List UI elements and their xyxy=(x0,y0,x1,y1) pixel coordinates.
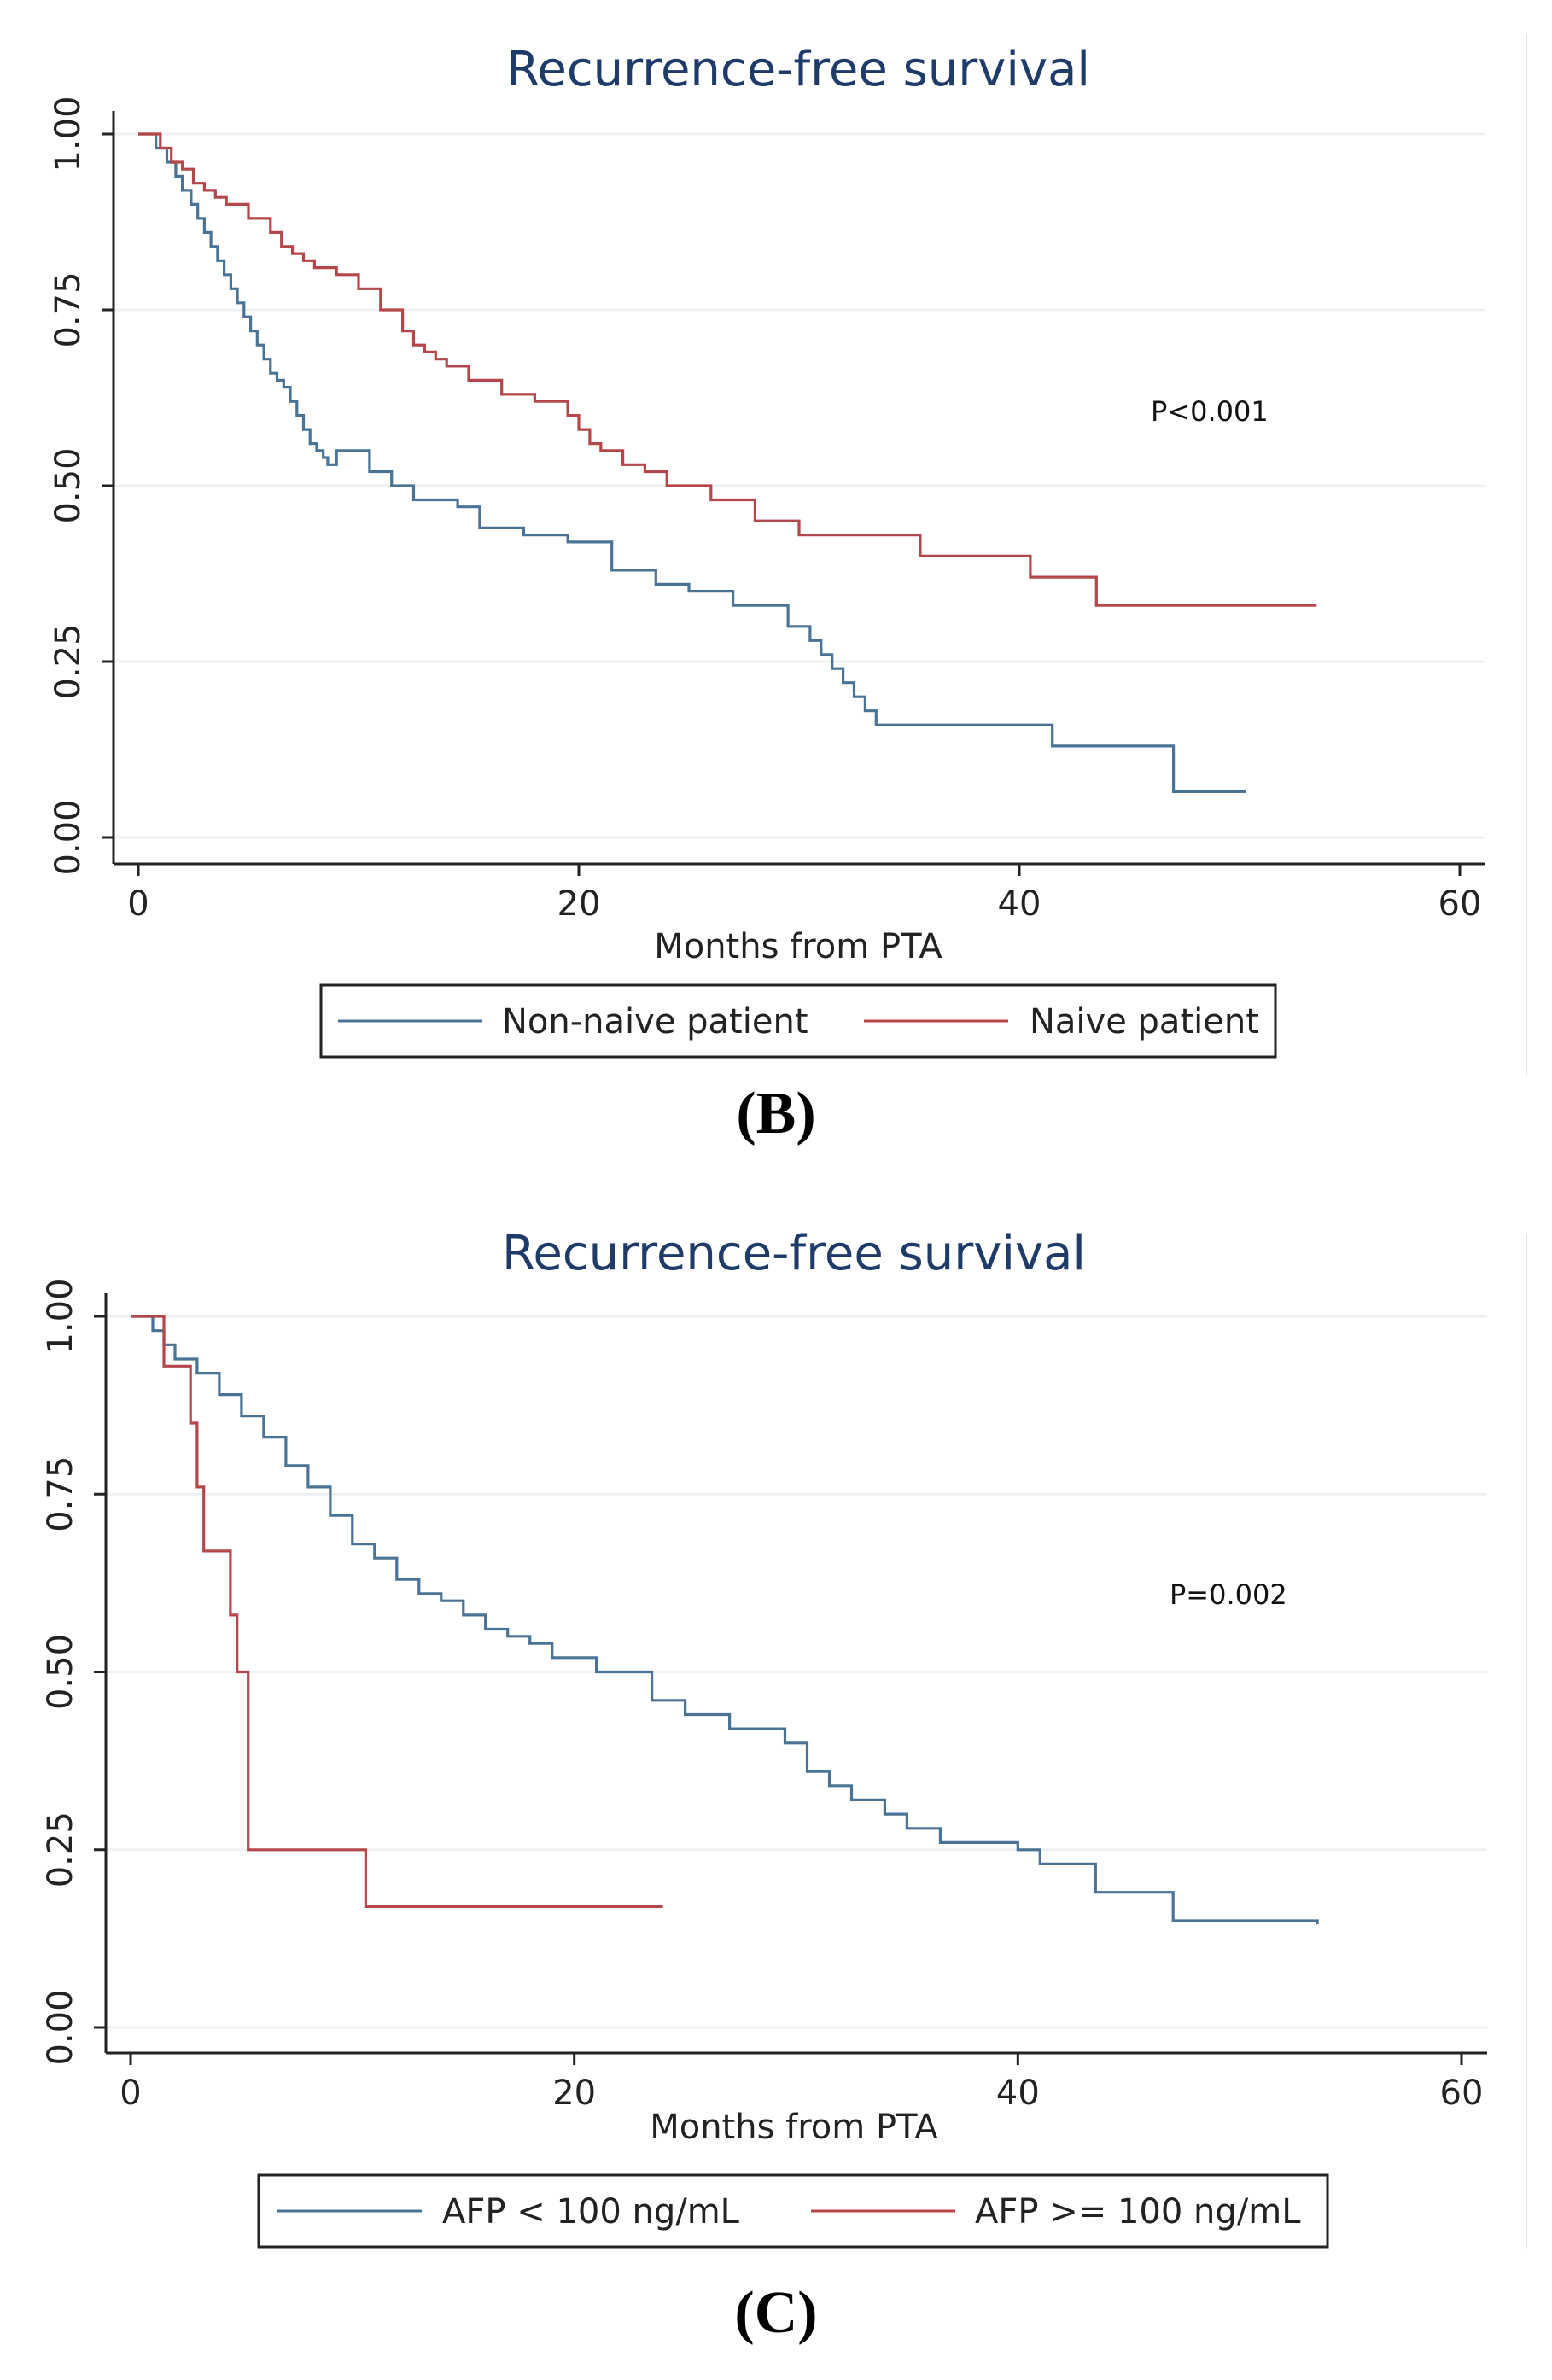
x-tick-label: 20 xyxy=(557,884,601,924)
y-tick-label: 0.75 xyxy=(41,1456,80,1532)
y-tick-label: 0.00 xyxy=(41,1989,80,2065)
panel-b: Recurrence-free survival 0.00 0.25 0.50 0.7… xyxy=(0,0,1552,1178)
survival-chart-b: Recurrence-free survival 0.00 0.25 0.50 0.7… xyxy=(49,34,1527,1076)
gridlines xyxy=(114,132,1485,839)
legend-box xyxy=(257,2173,1329,2249)
y-tick-label: 0.75 xyxy=(49,271,88,347)
x-tick-label: 20 xyxy=(552,2074,596,2113)
chart-title: Recurrence-free survival xyxy=(502,1226,1086,1281)
x-tick-label: 40 xyxy=(998,884,1041,924)
x-ticks: 0 20 40 60 xyxy=(127,864,1481,924)
y-tick-label: 0.25 xyxy=(49,623,88,699)
y-ticks: 0.00 0.25 0.50 0.75 1.00 xyxy=(49,96,114,876)
series-line-red xyxy=(131,1315,663,1908)
axes xyxy=(112,111,1485,866)
series-group xyxy=(131,1315,1319,1925)
p-value-annotation: P=0.002 xyxy=(1170,1578,1287,1611)
x-tick-label: 60 xyxy=(1440,2074,1484,2113)
legend-label-naive: Naive patient xyxy=(1030,1002,1259,1041)
y-tick-label: 0.50 xyxy=(41,1634,80,1710)
x-ticks: 0 20 40 60 xyxy=(120,2053,1483,2113)
survival-chart-c: Recurrence-free survival 0.00 0.25 0.50 0.7… xyxy=(41,1226,1527,2249)
legend-label-afp-high: AFP >= 100 ng/mL xyxy=(975,2192,1301,2231)
x-tick-label: 0 xyxy=(120,2074,141,2113)
legend: Non-naive patient Naive patient xyxy=(319,983,1277,1059)
panel-c: Recurrence-free survival 0.00 0.25 0.50 0.7… xyxy=(0,1182,1552,2380)
y-tick-label: 1.00 xyxy=(49,96,88,172)
y-tick-label: 0.25 xyxy=(41,1811,80,1887)
x-tick-label: 0 xyxy=(127,884,149,924)
panel-label-b: (B) xyxy=(736,1081,816,1146)
legend-label-afp-low: AFP < 100 ng/mL xyxy=(442,2192,740,2231)
series-line-blue xyxy=(138,132,1246,793)
y-tick-label: 0.00 xyxy=(49,799,88,875)
x-axis-label: Months from PTA xyxy=(650,2108,938,2147)
x-tick-label: 60 xyxy=(1438,884,1482,924)
y-ticks: 0.00 0.25 0.50 0.75 1.00 xyxy=(41,1278,106,2066)
chart-title: Recurrence-free survival xyxy=(506,42,1090,97)
legend: AFP < 100 ng/mL AFP >= 100 ng/mL xyxy=(257,2173,1329,2249)
y-tick-label: 1.00 xyxy=(41,1278,80,1354)
gridlines xyxy=(106,1315,1487,2029)
series-line-red xyxy=(138,132,1317,607)
x-axis-label: Months from PTA xyxy=(654,927,942,966)
p-value-annotation: P<0.001 xyxy=(1151,395,1269,428)
series-line-blue xyxy=(131,1315,1319,1925)
y-tick-label: 0.50 xyxy=(49,447,88,523)
x-tick-label: 40 xyxy=(996,2074,1040,2113)
legend-label-non-naive: Non-naive patient xyxy=(502,1002,808,1041)
panel-label-c: (C) xyxy=(734,2280,818,2346)
series-group xyxy=(138,132,1317,793)
